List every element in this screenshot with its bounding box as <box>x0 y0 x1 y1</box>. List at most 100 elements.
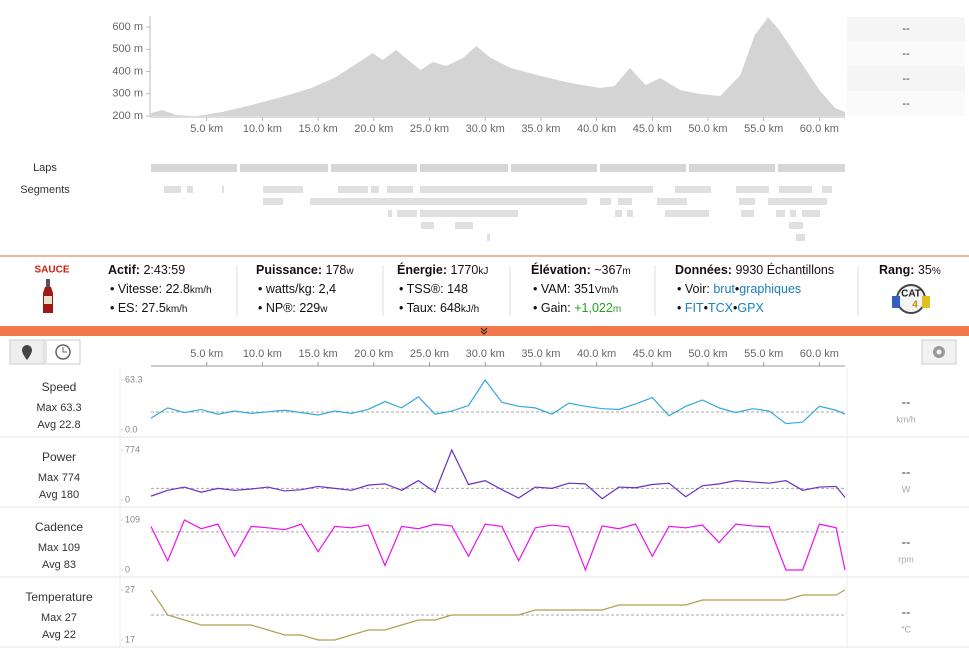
stat: • Voir: brut•graphiques <box>677 282 801 296</box>
stat-value: 2:43:59 <box>143 263 185 277</box>
y-tick-label: 63.3 <box>125 374 143 384</box>
sidebar-row <box>847 41 965 66</box>
x-tick-label: 5.0 km <box>190 348 223 360</box>
x-tick-label: 20.0 km <box>354 123 393 135</box>
y-tick-label: 27 <box>125 584 135 594</box>
x-tick-label: 30.0 km <box>466 348 505 360</box>
stat-value: +1,022 <box>574 301 613 315</box>
stat: • NP®: 229w <box>258 301 328 315</box>
link[interactable]: graphiques <box>739 282 801 296</box>
y-tick-label: 109 <box>125 514 140 524</box>
segments-track <box>164 186 832 241</box>
badge-text: CAT <box>901 289 921 300</box>
stat-label: Rang: <box>879 263 914 277</box>
stream-max: Max 27 <box>41 612 77 624</box>
dot: • <box>704 301 708 315</box>
stat-label: • watts/kg: <box>258 282 315 296</box>
stat-label: • Vitesse: <box>110 282 162 296</box>
x-tick-label: 25.0 km <box>410 123 449 135</box>
gear-hole <box>936 349 942 355</box>
stream-unit: km/h <box>896 414 916 424</box>
stat: • watts/kg: 2,4 <box>258 282 336 296</box>
stat-unit: kJ/h <box>461 304 479 315</box>
clock-hands <box>62 347 67 353</box>
stream-unit: rpm <box>898 554 914 564</box>
stat-unit: Vm/h <box>595 285 618 296</box>
stream-readout: -- <box>902 464 911 479</box>
pin-icon <box>22 345 32 360</box>
link[interactable]: FIT <box>685 301 704 315</box>
stream-title: Cadence <box>35 520 83 534</box>
x-tick-label: 60.0 km <box>800 123 839 135</box>
y-tick-label: 400 m <box>112 65 143 77</box>
sidebar-row <box>847 17 965 41</box>
stat: • Gain: +1,022m <box>533 301 621 315</box>
y-tick-label: 200 m <box>112 110 143 122</box>
x-tick-label: 60.0 km <box>800 348 839 360</box>
stream-line <box>150 589 846 641</box>
stream-line <box>150 448 846 500</box>
link[interactable]: TCX <box>708 301 734 315</box>
x-tick-label: 10.0 km <box>243 123 282 135</box>
stream-avg: Avg 180 <box>39 489 79 501</box>
stat-value: 9930 Échantillons <box>735 262 834 277</box>
stat-value: 648 <box>440 301 461 315</box>
stream-title: Temperature <box>25 590 93 604</box>
stream-max: Max 774 <box>38 472 80 484</box>
x-tick-label: 45.0 km <box>633 123 672 135</box>
stat: • Vitesse: 22.8km/h <box>110 282 212 296</box>
y-tick-label: 500 m <box>112 43 143 55</box>
clock-icon <box>55 344 71 360</box>
laps-label: Laps <box>33 162 57 174</box>
stat-value: 148 <box>447 282 468 296</box>
stat-value: 35 <box>918 263 932 277</box>
y-tick-label: 774 <box>125 444 140 454</box>
x-tick-label: 15.0 km <box>299 123 338 135</box>
link[interactable]: brut <box>713 282 735 296</box>
x-tick-label: 50.0 km <box>688 123 727 135</box>
brand: SAUCE <box>34 265 69 276</box>
sauce-bottle <box>43 279 53 313</box>
stat: Élévation: ~367m <box>531 262 631 277</box>
stat-label: • NP®: <box>258 301 296 315</box>
stream-line <box>150 378 846 425</box>
stat: • FIT•TCX•GPX <box>677 301 764 315</box>
stream-readout: -- <box>902 534 911 549</box>
stat-label: Actif: <box>108 263 140 277</box>
stat-unit: km/h <box>190 285 212 296</box>
stat-label: Élévation: <box>531 262 591 277</box>
y-tick-label: 0.0 <box>125 424 138 434</box>
stat: Puissance: 178w <box>256 263 354 277</box>
y-tick-label: 0 <box>125 494 130 504</box>
stat-unit: w <box>319 304 328 315</box>
x-tick-label: 35.0 km <box>521 123 560 135</box>
x-tick-label: 45.0 km <box>633 348 672 360</box>
stat-label: • Gain: <box>533 301 571 315</box>
x-tick-label: 55.0 km <box>744 123 783 135</box>
segments-label: Segments <box>20 184 70 196</box>
stream-readout: -- <box>902 604 911 619</box>
time-button[interactable] <box>45 339 81 365</box>
y-tick-label: 17 <box>125 634 135 644</box>
stat-label: Puissance: <box>256 263 322 277</box>
stat-label: • ES: <box>110 301 138 315</box>
stat-unit: kJ <box>478 266 488 277</box>
stat-value: 2,4 <box>319 282 336 296</box>
stat: • Taux: 648kJ/h <box>399 301 479 315</box>
stat: Rang: 35% <box>879 263 941 277</box>
elevation-area <box>151 17 845 116</box>
x-tick-label: 55.0 km <box>744 348 783 360</box>
x-tick-label: 50.0 km <box>688 348 727 360</box>
stream-max: Max 109 <box>38 542 80 554</box>
stat-unit: m <box>613 304 621 315</box>
stat: Énergie: 1770kJ <box>397 262 488 277</box>
sidebar-value: -- <box>902 23 910 35</box>
link[interactable]: GPX <box>737 301 764 315</box>
stat-value: 229 <box>299 301 320 315</box>
settings-button[interactable] <box>921 339 957 365</box>
y-tick-label: 300 m <box>112 88 143 100</box>
sidebar-row <box>847 91 965 116</box>
stream-readout: -- <box>902 394 911 409</box>
x-tick-label: 40.0 km <box>577 348 616 360</box>
